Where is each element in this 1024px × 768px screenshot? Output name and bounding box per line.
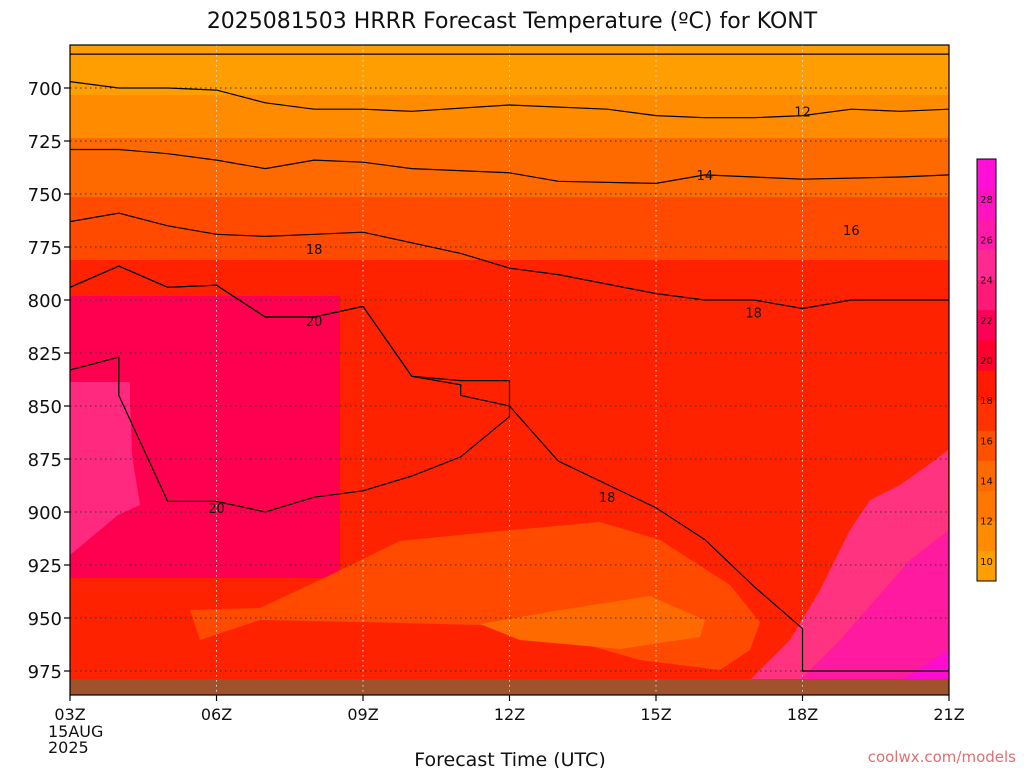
colorbar-swatch	[977, 189, 996, 220]
contour-line-12	[69, 81, 950, 119]
cool-pocket-inner	[480, 596, 705, 649]
y-tick-label: 725	[28, 132, 62, 153]
colorbar-label: 14	[980, 477, 993, 488]
colorbar-label: 22	[980, 316, 993, 327]
x-tick-label: 15Z	[640, 705, 671, 724]
y-tick-label: 975	[28, 662, 62, 683]
colorbar-swatch	[977, 279, 996, 311]
colorbar-swatch	[977, 339, 996, 371]
contour-line-14	[70, 148, 950, 185]
y-tick-label: 875	[28, 450, 62, 471]
contour-label: 12	[794, 105, 811, 120]
x-tick-label: 03Z	[54, 705, 85, 724]
x-tick-label: 12Z	[494, 705, 525, 724]
colorbar-swatch	[977, 430, 996, 461]
colorbar-swatches	[976, 158, 997, 582]
y-tick-label: 775	[28, 238, 62, 259]
colorbar-swatch	[977, 490, 996, 522]
colorbar-label: 26	[980, 235, 993, 246]
y-tick-label: 800	[28, 291, 62, 312]
x-tick-label: 06Z	[201, 705, 232, 724]
x-date-label: 2025	[48, 738, 89, 757]
x-tick-label: 18Z	[787, 705, 818, 724]
colorbar-label: 16	[980, 436, 993, 447]
colorbar-label: 12	[980, 517, 993, 528]
y-tick-label: 900	[28, 503, 62, 524]
surface-terrain	[70, 679, 949, 695]
contour-labels: 12 14 16 18 18 20 18 20	[208, 105, 860, 517]
hot-southeast-inner	[790, 530, 949, 690]
colorbar-swatch	[977, 219, 996, 250]
contour-label: 18	[306, 243, 323, 258]
colorbar-label: 20	[980, 356, 993, 367]
colorbar-swatch	[977, 159, 996, 190]
colorbar-label: 18	[980, 396, 993, 407]
colorbar-swatch	[977, 550, 996, 582]
colorbar-frame	[976, 158, 997, 582]
colorbar-labels: 10 12 14 16 18 20 22 24 26 28	[980, 195, 993, 568]
y-tick-label: 825	[28, 344, 62, 365]
y-tick-label: 700	[28, 79, 62, 100]
colorbar-swatch	[977, 520, 996, 552]
contour-label: 18	[599, 491, 616, 506]
contour-label: 20	[306, 315, 323, 330]
x-tick-label: 21Z	[933, 705, 964, 724]
plot-area: 12 14 16 18 18 20 18 20	[69, 44, 950, 696]
colorbar-swatch	[977, 400, 996, 431]
contour-line-20	[69, 265, 511, 513]
contour-label: 14	[697, 169, 714, 184]
warm-pocket	[70, 382, 140, 555]
contour-label: 16	[843, 224, 860, 239]
colorbar-label: 24	[980, 276, 993, 287]
contour-label: 18	[745, 307, 762, 322]
colorbar-swatch	[977, 249, 996, 280]
contour-label: 20	[208, 502, 225, 517]
colorbar-swatch	[977, 309, 996, 341]
watermark: coolwx.com/models	[868, 748, 1016, 766]
colorbar-label: 28	[980, 195, 993, 206]
x-axis-title: Forecast Time (UTC)	[414, 749, 605, 768]
x-date-label: 15AUG	[48, 722, 103, 741]
y-tick-label: 850	[28, 397, 62, 418]
y-tick-label: 925	[28, 556, 62, 577]
contour-line-16	[69, 212, 949, 310]
colorbar-label: 10	[980, 557, 993, 568]
x-tick-label: 09Z	[347, 705, 378, 724]
contours	[69, 53, 950, 672]
colorbar: 10 12 14 16 18 20 22 24 26 28	[976, 158, 997, 582]
chart-title: 2025081503 HRRR Forecast Temperature (ºC…	[207, 9, 818, 34]
y-tick-label: 950	[28, 609, 62, 630]
y-tick-label: 750	[28, 185, 62, 206]
colorbar-swatch	[977, 460, 996, 491]
y-axis: 700 725 750 775 800 825 850 875 900 925 950 975	[28, 79, 70, 683]
colorbar-swatch	[977, 370, 996, 401]
